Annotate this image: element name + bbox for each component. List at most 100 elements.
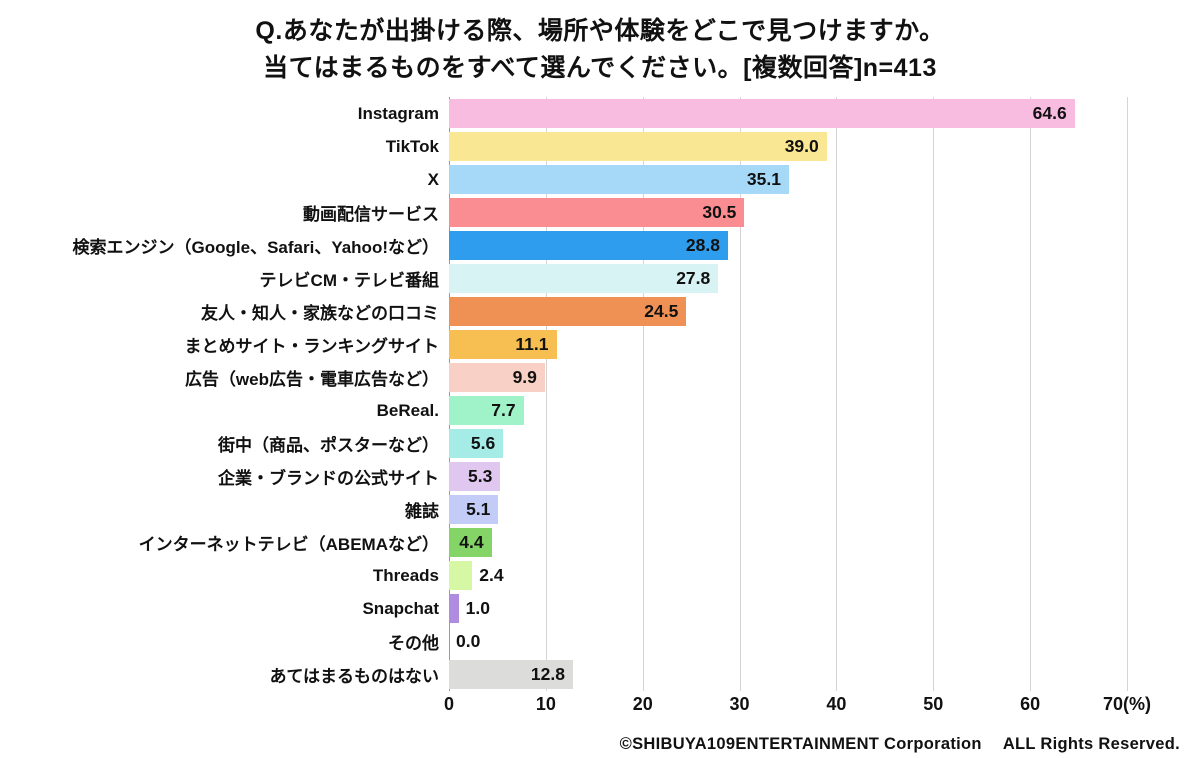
chart-title-line2: 当てはまるものをすべて選んでください。[複数回答]n=413 <box>263 54 937 82</box>
copyright-text: ©SHIBUYA109ENTERTAINMENT Corporation ALL… <box>619 735 1180 753</box>
bar-row-label: その他 <box>388 634 439 653</box>
x-axis-tick-label: 0 <box>443 694 455 714</box>
bar <box>449 429 504 458</box>
bar-row: BeReal. 7.7 <box>19 394 1127 427</box>
gridline <box>739 97 741 691</box>
rows: Instagram 64.6 TikTok 39.0 X 35.1 動画配信サービス 30.5… <box>19 97 1127 691</box>
bar-track: 4.4 <box>449 528 1127 557</box>
x-axis-tick-label: 40 <box>826 694 847 714</box>
bar-row: 街中（商品、ポスターなど） 5.6 <box>19 427 1127 460</box>
bar-row-label: 雑誌 <box>405 502 439 521</box>
x-axis: 0 10 20 30 40 50 60 70(%) <box>444 691 1151 715</box>
bar-row: Snapchat 1.0 <box>19 592 1127 625</box>
bar-row: 検索エンジン（Google、Safari、Yahoo!など） 28.8 <box>19 229 1127 262</box>
bar-row: Instagram 64.6 <box>19 97 1127 130</box>
bar-track: 11.1 <box>449 330 1127 359</box>
y-axis-line <box>449 97 450 691</box>
bar-row: まとめサイト・ランキングサイト 11.1 <box>19 328 1127 361</box>
x-axis-tick-label: 60 <box>1020 694 1041 714</box>
bar <box>449 132 827 161</box>
bar-value-label: 2.4 <box>479 565 504 585</box>
bar-row: インターネットテレビ（ABEMAなど） 4.4 <box>19 526 1127 559</box>
bar <box>449 330 557 359</box>
bar-track: 5.6 <box>449 429 1127 458</box>
bar-track: 1.0 <box>449 594 1127 623</box>
gridline <box>1030 97 1032 691</box>
bar <box>449 495 499 524</box>
bar-row-label: BeReal. <box>376 400 439 420</box>
gridline <box>642 97 644 691</box>
bar-track: 0.0 <box>449 627 1127 656</box>
bar-track: 12.8 <box>449 660 1127 689</box>
bar-track: 39.0 <box>449 132 1127 161</box>
bar <box>449 99 1075 128</box>
x-axis-tick-label: 30 <box>729 694 750 714</box>
bar-track: 7.7 <box>449 396 1127 425</box>
bar-row-label: インターネットテレビ（ABEMAなど） <box>138 535 439 554</box>
bar-value-label: 5.1 <box>466 499 491 519</box>
bar-track: 28.8 <box>449 231 1127 260</box>
bar-row: TikTok 39.0 <box>19 130 1127 163</box>
bar-value-label: 24.5 <box>644 301 679 321</box>
bar-row: その他 0.0 <box>19 625 1127 658</box>
chart-body: Instagram 64.6 TikTok 39.0 X 35.1 動画配信サービス 30.5… <box>19 97 1128 691</box>
bar-value-label: 5.3 <box>468 466 493 486</box>
chart-title-line1: Q.あなたが出掛ける際、場所や体験をどこで見つけますか。 <box>255 17 945 45</box>
bar-track: 35.1 <box>449 165 1127 194</box>
bar-value-label: 9.9 <box>512 367 537 387</box>
bar-value-label: 11.1 <box>515 334 549 354</box>
bar-row-label: X <box>427 169 439 189</box>
bar <box>449 594 459 623</box>
x-axis-tick-label: 10 <box>535 694 556 714</box>
bar-row: 広告（web広告・電車広告など） 9.9 <box>19 361 1127 394</box>
bar-row: あてはまるものはない 12.8 <box>19 658 1127 691</box>
bar-row: 動画配信サービス 30.5 <box>19 196 1127 229</box>
bar-row-label: まとめサイト・ランキングサイト <box>184 337 440 356</box>
bar-value-label: 30.5 <box>702 202 737 222</box>
bar-track: 9.9 <box>449 363 1127 392</box>
bar-track: 27.8 <box>449 264 1127 293</box>
bar-track: 2.4 <box>449 561 1127 590</box>
bar-value-label: 28.8 <box>685 235 720 255</box>
bar <box>449 528 492 557</box>
bar-row: 企業・ブランドの公式サイト 5.3 <box>19 460 1127 493</box>
bar-value-label: 7.7 <box>491 400 516 420</box>
x-axis-tick-label: 20 <box>632 694 653 714</box>
bar-value-label: 5.6 <box>470 433 496 453</box>
bar-chart: Instagram 64.6 TikTok 39.0 X 35.1 動画配信サービス 30.5… <box>19 97 1200 715</box>
gridline <box>933 97 935 691</box>
bar-row: テレビCM・テレビ番組 27.8 <box>19 262 1127 295</box>
bar-value-label: 35.1 <box>746 169 781 189</box>
bar-value-label: 27.8 <box>676 268 711 288</box>
bar-row-label: あてはまるものはない <box>269 667 439 686</box>
x-axis-tick-label: 70(%) <box>1102 694 1152 714</box>
bar-track: 5.1 <box>449 495 1127 524</box>
bar <box>449 198 745 227</box>
bar-track: 64.6 <box>449 99 1127 128</box>
bar-track: 30.5 <box>449 198 1127 227</box>
bar <box>449 462 501 491</box>
bar-row-label: 動画配信サービス <box>303 205 439 224</box>
bar <box>449 660 573 689</box>
bar <box>449 165 789 194</box>
gridline <box>545 97 547 691</box>
bar-row-label: Threads <box>372 565 439 585</box>
bar <box>449 231 728 260</box>
bar <box>449 264 719 293</box>
bar-value-label: 0.0 <box>456 631 481 651</box>
bar <box>449 363 545 392</box>
bar-row-label: 友人・知人・家族などの口コミ <box>201 304 439 323</box>
gridline <box>1127 97 1128 691</box>
bar-row-label: 企業・ブランドの公式サイト <box>218 469 439 488</box>
bar-value-label: 39.0 <box>784 136 819 156</box>
bar-row-label: Snapchat <box>362 598 439 618</box>
bar-row-label: テレビCM・テレビ番組 <box>259 271 439 290</box>
bar-row: X 35.1 <box>19 163 1127 196</box>
bar-value-label: 1.0 <box>465 598 490 618</box>
bar-row-label: Instagram <box>357 103 439 123</box>
bar-row-label: 広告（web広告・電車広告など） <box>184 370 439 389</box>
bar-row: 雑誌 5.1 <box>19 493 1127 526</box>
gridline <box>836 97 838 691</box>
bar-track: 5.3 <box>449 462 1127 491</box>
